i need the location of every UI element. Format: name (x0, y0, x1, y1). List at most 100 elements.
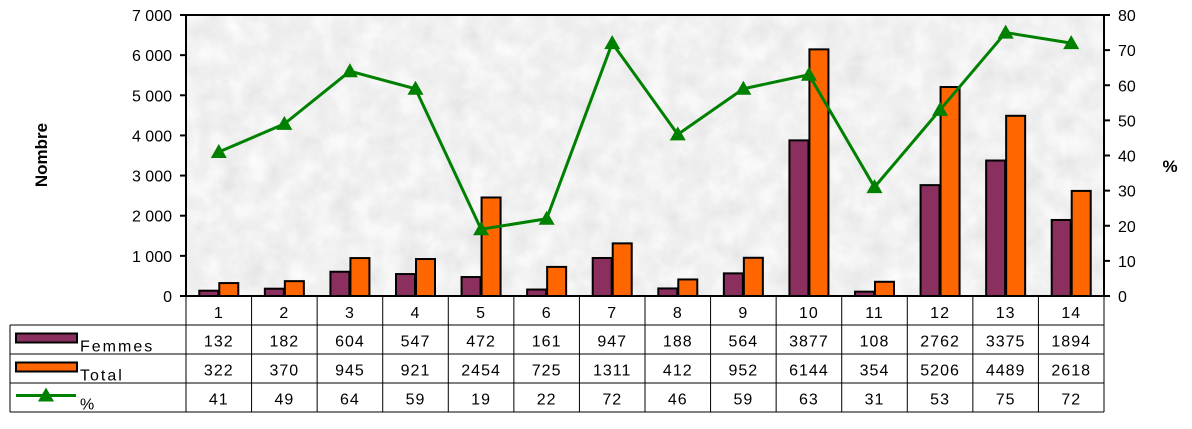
bar-total-13 (1005, 114, 1027, 297)
table-cell: 41 (209, 392, 229, 409)
bar-total-8 (677, 278, 699, 298)
table-category-label: 8 (673, 305, 683, 322)
table-cell: 31 (865, 392, 885, 409)
table-cell: 1311 (593, 363, 631, 380)
table-cell: 72 (602, 392, 622, 409)
table-cell: 947 (597, 334, 627, 351)
y2-axis-title: % (1162, 157, 1177, 176)
table-cell: 188 (663, 334, 693, 351)
y2-tick-label: 60 (1118, 78, 1136, 95)
bar-femmes-12 (919, 184, 941, 297)
point-percent-13 (997, 24, 1014, 39)
table-cell: 72 (1061, 392, 1081, 409)
bar-femmes-13 (985, 159, 1007, 297)
table-cell: 921 (401, 363, 431, 380)
y-tick-label: 3 000 (132, 169, 172, 186)
table-cell: 75 (996, 392, 1016, 409)
bar-femmes-14 (1050, 218, 1072, 297)
table-cell: 5206 (920, 363, 960, 380)
table-category-label: 13 (996, 305, 1016, 322)
table-cell: 564 (729, 334, 759, 351)
table-cell: 370 (270, 363, 300, 380)
y2-tick-label: 80 (1118, 8, 1136, 25)
point-percent-4 (407, 80, 424, 95)
table-cell: 2618 (1051, 363, 1091, 380)
table-cell: 2454 (461, 363, 501, 380)
table-cell: 132 (204, 334, 234, 351)
y2-tick-label: 40 (1118, 149, 1136, 166)
table-cell: 19 (471, 392, 491, 409)
table-cell: 4489 (986, 363, 1026, 380)
bar-femmes-5 (460, 276, 482, 298)
table-category-label: 9 (738, 305, 748, 322)
legend-swatch-femmes (15, 332, 78, 344)
y2-tick-label: 0 (1118, 289, 1127, 306)
table-category-label: 3 (345, 305, 355, 322)
bar-total-4 (415, 258, 436, 298)
legend-swatch-total (15, 361, 78, 373)
y2-tick-label: 70 (1118, 43, 1136, 60)
table-cell: 49 (274, 392, 294, 409)
bar-total-11 (874, 280, 895, 297)
y2-tick-label: 10 (1118, 254, 1136, 271)
bar-femmes-3 (329, 270, 351, 298)
table-category-label: 5 (476, 305, 486, 322)
plot-texture (186, 15, 1104, 296)
y2-tick-label: 20 (1118, 219, 1136, 236)
point-percent-6 (538, 210, 555, 225)
y-axis-title: Nombre (32, 123, 51, 187)
table-cell: 322 (204, 363, 234, 380)
bar-femmes-10 (788, 139, 810, 297)
y-tick-label: 2 000 (132, 209, 172, 226)
table-category-label: 14 (1061, 305, 1081, 322)
point-percent-10 (800, 66, 817, 81)
table-cell: 3877 (789, 334, 829, 351)
point-percent-12 (932, 101, 949, 116)
bar-total-2 (283, 280, 305, 298)
point-percent-3 (341, 63, 358, 78)
table-cell: 354 (860, 363, 890, 380)
bar-femmes-4 (395, 273, 416, 298)
legend-label: Total (80, 368, 124, 385)
table-cell: 22 (537, 392, 557, 409)
table-cell: 161 (532, 334, 562, 351)
table-cell: 59 (406, 392, 426, 409)
bar-total-3 (349, 257, 371, 298)
bar-total-6 (546, 265, 568, 297)
bar-total-12 (939, 86, 961, 298)
legend-label: Femmes (80, 339, 154, 356)
bar-total-14 (1070, 189, 1092, 298)
legend-label: % (80, 397, 96, 414)
legend-marker-percent (38, 387, 54, 402)
bar-femmes-2 (263, 287, 285, 297)
table-cell: 64 (340, 392, 360, 409)
table-category-label: 2 (279, 305, 289, 322)
table-cell: 952 (729, 363, 759, 380)
table-cell: 108 (860, 334, 890, 351)
table-category-label: 10 (799, 305, 819, 322)
y-tick-label: 1 000 (132, 249, 172, 266)
table-category-label: 12 (930, 305, 950, 322)
point-percent-8 (669, 126, 686, 141)
y-tick-label: 0 (163, 289, 172, 306)
y2-tick-label: 30 (1118, 184, 1136, 201)
y-tick-label: 7 000 (132, 8, 172, 25)
table-cell: 53 (930, 392, 950, 409)
bar-total-10 (808, 48, 830, 297)
table-category-label: 4 (411, 305, 421, 322)
table-cell: 472 (466, 334, 496, 351)
table-cell: 46 (668, 392, 688, 409)
table-cell: 182 (270, 334, 300, 351)
table-category-label: 7 (607, 305, 617, 322)
table-cell: 604 (335, 334, 365, 351)
bar-femmes-8 (657, 287, 679, 298)
table-cell: 945 (335, 363, 365, 380)
table-cell: 2762 (920, 334, 960, 351)
y-tick-label: 6 000 (132, 48, 172, 65)
table-category-label: 6 (542, 305, 552, 322)
table-cell: 6144 (789, 363, 829, 380)
table-cell: 725 (532, 363, 562, 380)
table-cell: 412 (663, 363, 693, 380)
